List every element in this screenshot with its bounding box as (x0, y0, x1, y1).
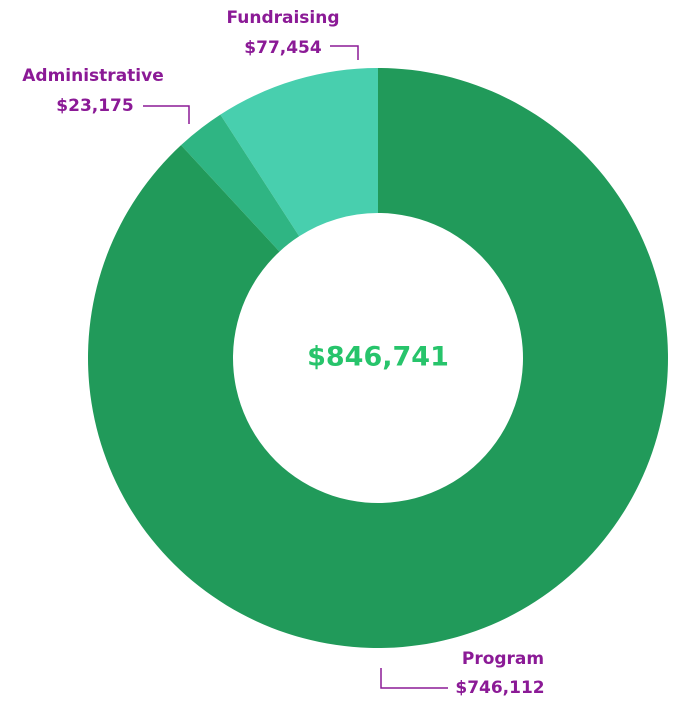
center-total: $846,741 (307, 342, 449, 373)
leader-line (330, 45, 359, 60)
category-label: Administrative (22, 66, 163, 86)
leader-line (380, 668, 448, 689)
value-label: $23,175 (56, 96, 133, 116)
donut-segment (87, 68, 668, 648)
category-label: Fundraising (226, 8, 339, 28)
value-label: $77,454 (244, 38, 322, 58)
value-label: $746,112 (455, 678, 544, 698)
category-label: Program (462, 649, 544, 669)
donut-segment (181, 114, 300, 252)
leader-line (143, 105, 190, 124)
donut-segment (220, 68, 378, 237)
